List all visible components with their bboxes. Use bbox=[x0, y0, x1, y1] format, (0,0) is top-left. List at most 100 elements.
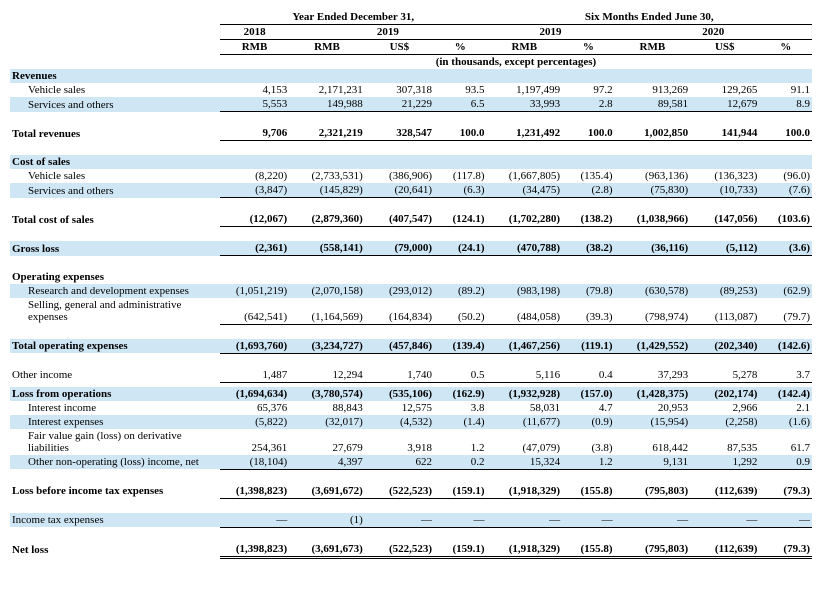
cell: 15,324 bbox=[487, 455, 563, 470]
cell: 1.2 bbox=[434, 429, 486, 455]
cell: — bbox=[615, 513, 691, 528]
cell: (1,702,280) bbox=[487, 212, 563, 227]
cell: (1,051,219) bbox=[220, 284, 289, 298]
row-label: Other non-operating (loss) income, net bbox=[10, 455, 220, 470]
cell: (2,733,531) bbox=[289, 169, 365, 183]
cell: (11,677) bbox=[487, 415, 563, 429]
cell: (3,234,727) bbox=[289, 339, 365, 354]
cell: 4.7 bbox=[562, 401, 614, 415]
row-label: Loss before income tax expenses bbox=[10, 484, 220, 499]
cell: (136,323) bbox=[690, 169, 759, 183]
cell: 307,318 bbox=[365, 83, 434, 97]
row-label: Services and others bbox=[10, 97, 220, 112]
cell: (155.8) bbox=[562, 542, 614, 558]
cell: 2,171,231 bbox=[289, 83, 365, 97]
cell: 5,116 bbox=[487, 368, 563, 383]
cell: 58,031 bbox=[487, 401, 563, 415]
cell: (79.3) bbox=[759, 542, 812, 558]
row-fair-value: Fair value gain (loss) on derivative lia… bbox=[10, 429, 812, 455]
cell: (1,918,329) bbox=[487, 542, 563, 558]
cell: (522,523) bbox=[365, 542, 434, 558]
cell: (2.8) bbox=[562, 183, 614, 198]
cell: (522,523) bbox=[365, 484, 434, 499]
table-header-row: RMB RMB US$ % RMB % RMB US$ % bbox=[10, 40, 812, 55]
cell: (10,733) bbox=[690, 183, 759, 198]
cell: (138.2) bbox=[562, 212, 614, 227]
row-rnd: Research and development expenses (1,051… bbox=[10, 284, 812, 298]
cell: 1,197,499 bbox=[487, 83, 563, 97]
cell: 6.5 bbox=[434, 97, 486, 112]
row-total-revenues: Total revenues 9,706 2,321,219 328,547 1… bbox=[10, 126, 812, 141]
table-subheader-row: (in thousands, except percentages) bbox=[10, 55, 812, 70]
header-unit: RMB bbox=[289, 40, 365, 55]
cell: (5,822) bbox=[220, 415, 289, 429]
row-label: Interest income bbox=[10, 401, 220, 415]
cell: 27,679 bbox=[289, 429, 365, 455]
cell: (202,340) bbox=[690, 339, 759, 354]
cell: (89.2) bbox=[434, 284, 486, 298]
header-unit: US$ bbox=[690, 40, 759, 55]
row-loss-before-tax: Loss before income tax expenses (1,398,8… bbox=[10, 484, 812, 499]
row-label: Interest expenses bbox=[10, 415, 220, 429]
cell: (155.8) bbox=[562, 484, 614, 499]
cell: (8,220) bbox=[220, 169, 289, 183]
row-vehicle-sales: Vehicle sales 4,153 2,171,231 307,318 93… bbox=[10, 83, 812, 97]
cell: 4,397 bbox=[289, 455, 365, 470]
section-revenues: Revenues bbox=[10, 69, 812, 83]
row-label: Selling, general and administrative expe… bbox=[10, 298, 220, 324]
row-label: Services and others bbox=[10, 183, 220, 198]
header-unit: RMB bbox=[487, 40, 563, 55]
cell: (963,136) bbox=[615, 169, 691, 183]
cell: 129,265 bbox=[690, 83, 759, 97]
cell: 87,535 bbox=[690, 429, 759, 455]
spacer-row bbox=[10, 256, 812, 271]
cell: (159.1) bbox=[434, 542, 486, 558]
section-label: Revenues bbox=[10, 69, 220, 83]
row-label: Research and development expenses bbox=[10, 284, 220, 298]
cell: 88,843 bbox=[289, 401, 365, 415]
spacer-row bbox=[10, 227, 812, 242]
cell: (4,532) bbox=[365, 415, 434, 429]
cell: (15,954) bbox=[615, 415, 691, 429]
cell: (1,428,375) bbox=[615, 387, 691, 401]
cell: 1,231,492 bbox=[487, 126, 563, 141]
header-year-2019b: 2019 bbox=[487, 25, 615, 40]
cell: 12,294 bbox=[289, 368, 365, 383]
cell: 100.0 bbox=[562, 126, 614, 141]
cell: (1,164,569) bbox=[289, 298, 365, 324]
cell: — bbox=[759, 513, 812, 528]
spacer-row bbox=[10, 141, 812, 156]
cell: (139.4) bbox=[434, 339, 486, 354]
cell: (1,467,256) bbox=[487, 339, 563, 354]
cell: 8.9 bbox=[759, 97, 812, 112]
cell: (117.8) bbox=[434, 169, 486, 183]
cell: (20,641) bbox=[365, 183, 434, 198]
cell: (62.9) bbox=[759, 284, 812, 298]
cell: 65,376 bbox=[220, 401, 289, 415]
cell: (75,830) bbox=[615, 183, 691, 198]
table-header-row: 2018 2019 2019 2020 bbox=[10, 25, 812, 40]
row-cos-services: Services and others (3,847) (145,829) (2… bbox=[10, 183, 812, 198]
cell: (1,694,634) bbox=[220, 387, 289, 401]
cell: (457,846) bbox=[365, 339, 434, 354]
spacer-row bbox=[10, 112, 812, 127]
cell: (157.0) bbox=[562, 387, 614, 401]
cell: (1,398,823) bbox=[220, 542, 289, 558]
cell: 89,581 bbox=[615, 97, 691, 112]
cell: (112,639) bbox=[690, 542, 759, 558]
row-other-income: Other income 1,487 12,294 1,740 0.5 5,11… bbox=[10, 368, 812, 383]
cell: (630,578) bbox=[615, 284, 691, 298]
row-total-cos: Total cost of sales (12,067) (2,879,360)… bbox=[10, 212, 812, 227]
row-gross-loss: Gross loss (2,361) (558,141) (79,000) (2… bbox=[10, 241, 812, 256]
row-interest-income: Interest income 65,376 88,843 12,575 3.8… bbox=[10, 401, 812, 415]
cell: (145,829) bbox=[289, 183, 365, 198]
cell: 0.5 bbox=[434, 368, 486, 383]
section-label: Cost of sales bbox=[10, 155, 220, 169]
cell: (159.1) bbox=[434, 484, 486, 499]
cell: 3.7 bbox=[759, 368, 812, 383]
cell: (1.6) bbox=[759, 415, 812, 429]
cell: 1,740 bbox=[365, 368, 434, 383]
cell: 3.8 bbox=[434, 401, 486, 415]
cell: 3,918 bbox=[365, 429, 434, 455]
cell: (1,667,805) bbox=[487, 169, 563, 183]
